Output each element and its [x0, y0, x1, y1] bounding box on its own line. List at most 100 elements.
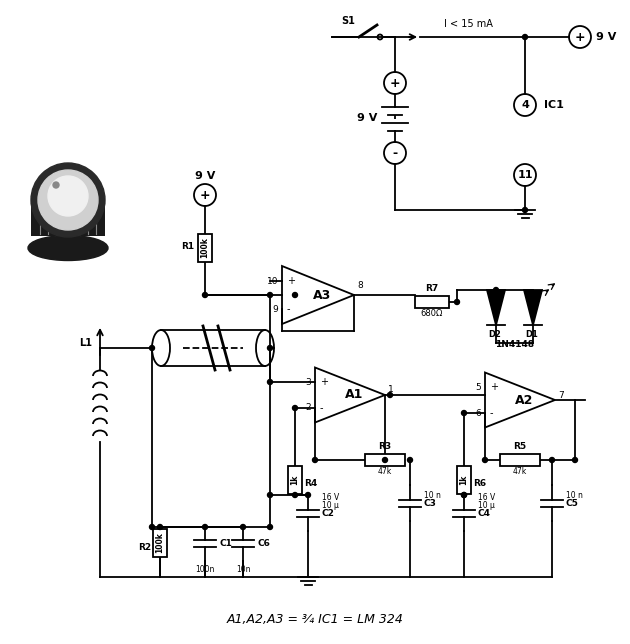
Text: 16 V: 16 V — [478, 493, 495, 502]
Text: I < 15 mA: I < 15 mA — [444, 19, 493, 29]
Circle shape — [522, 207, 527, 213]
Circle shape — [462, 410, 466, 415]
Text: D2: D2 — [488, 330, 501, 339]
Text: A2: A2 — [515, 393, 533, 406]
Text: 4: 4 — [521, 100, 529, 110]
Text: -: - — [392, 146, 398, 160]
Circle shape — [312, 457, 318, 462]
Text: +: + — [287, 276, 295, 286]
Bar — [365, 454, 405, 466]
Circle shape — [549, 457, 554, 462]
Bar — [198, 234, 212, 262]
Text: 8: 8 — [357, 281, 363, 290]
Text: 10 n: 10 n — [424, 491, 441, 500]
Text: 11: 11 — [517, 170, 533, 180]
Ellipse shape — [28, 236, 108, 261]
Text: 9 V: 9 V — [357, 113, 377, 123]
Circle shape — [48, 176, 88, 216]
Text: 47k: 47k — [513, 467, 527, 476]
Circle shape — [483, 457, 488, 462]
Text: 2: 2 — [306, 404, 311, 413]
Text: 6: 6 — [475, 408, 481, 417]
Bar — [153, 529, 167, 557]
Text: 9 V: 9 V — [195, 171, 215, 181]
Text: 1: 1 — [388, 386, 394, 395]
Text: 10: 10 — [266, 276, 278, 285]
Text: 1N4148: 1N4148 — [495, 340, 534, 349]
Text: R2: R2 — [138, 542, 151, 551]
Text: R6: R6 — [473, 480, 486, 489]
Circle shape — [493, 287, 498, 292]
Circle shape — [573, 457, 578, 462]
Circle shape — [268, 345, 273, 350]
Circle shape — [268, 524, 273, 529]
Text: C5: C5 — [566, 498, 579, 507]
Text: 9 V: 9 V — [596, 32, 616, 42]
Text: +: + — [320, 377, 328, 387]
Circle shape — [241, 524, 246, 529]
Text: 10 n: 10 n — [566, 491, 583, 500]
Text: R1: R1 — [181, 242, 194, 251]
Text: +: + — [200, 189, 210, 202]
Text: R4: R4 — [304, 480, 318, 489]
Text: 10 μ: 10 μ — [322, 500, 339, 509]
Text: IC1: IC1 — [544, 100, 564, 110]
Text: 9: 9 — [272, 305, 278, 314]
Text: C1: C1 — [219, 538, 232, 547]
Text: +: + — [490, 382, 498, 392]
Circle shape — [268, 379, 273, 384]
Text: 16 V: 16 V — [322, 493, 339, 502]
Text: -: - — [320, 403, 323, 413]
Text: R5: R5 — [513, 442, 527, 451]
Circle shape — [408, 457, 413, 462]
Text: A1,A2,A3 = ¾ IC1 = LM 324: A1,A2,A3 = ¾ IC1 = LM 324 — [227, 614, 403, 627]
Circle shape — [158, 524, 163, 529]
Text: 47k: 47k — [378, 467, 392, 476]
Text: A3: A3 — [313, 289, 331, 301]
Text: A1: A1 — [345, 388, 363, 401]
Circle shape — [454, 299, 459, 305]
Circle shape — [53, 182, 59, 188]
Text: 5: 5 — [475, 383, 481, 392]
Text: 680Ω: 680Ω — [421, 309, 443, 318]
Circle shape — [149, 345, 154, 350]
Text: 3: 3 — [306, 377, 311, 386]
Text: C2: C2 — [322, 509, 335, 518]
Bar — [31, 198, 105, 236]
Text: D1: D1 — [525, 330, 539, 339]
Text: 10 μ: 10 μ — [478, 500, 495, 509]
Circle shape — [268, 493, 273, 498]
Circle shape — [462, 493, 466, 498]
Circle shape — [292, 292, 297, 298]
Bar — [500, 454, 540, 466]
Text: -: - — [490, 408, 493, 418]
Circle shape — [462, 493, 466, 498]
Circle shape — [202, 292, 207, 298]
Text: C4: C4 — [478, 509, 491, 518]
Polygon shape — [487, 290, 505, 325]
Circle shape — [387, 392, 392, 397]
Circle shape — [306, 493, 311, 498]
Circle shape — [31, 163, 105, 237]
Text: R3: R3 — [379, 442, 392, 451]
Text: C6: C6 — [257, 538, 270, 547]
Bar — [457, 466, 471, 494]
Circle shape — [382, 457, 387, 462]
Text: 100n: 100n — [195, 565, 215, 574]
Text: 100k: 100k — [156, 533, 164, 553]
Circle shape — [38, 170, 98, 230]
Text: -: - — [287, 304, 290, 314]
Text: S1: S1 — [341, 16, 355, 26]
Circle shape — [268, 292, 273, 298]
Circle shape — [202, 524, 207, 529]
Polygon shape — [524, 290, 542, 325]
Circle shape — [149, 524, 154, 529]
Bar — [415, 296, 449, 308]
Text: 7: 7 — [558, 390, 564, 399]
Circle shape — [292, 406, 297, 410]
Bar — [288, 466, 302, 494]
Text: 1k: 1k — [290, 475, 299, 485]
Text: C3: C3 — [424, 498, 437, 507]
Text: +: + — [390, 77, 400, 90]
Text: 100k: 100k — [200, 238, 210, 258]
